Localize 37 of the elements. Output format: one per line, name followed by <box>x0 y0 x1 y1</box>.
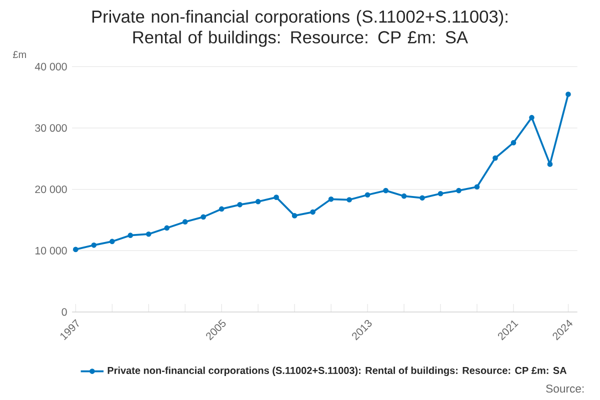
y-axis-title: £m <box>13 50 26 58</box>
point <box>566 92 571 97</box>
point <box>274 194 279 200</box>
point <box>91 242 97 248</box>
point <box>182 219 188 225</box>
y-tick-label: 0 <box>62 308 67 316</box>
source-note: Source: <box>546 384 584 393</box>
point <box>200 214 206 220</box>
point <box>456 188 462 194</box>
y-tick-label: 40 000 <box>34 62 67 70</box>
y-tick-label: 20 000 <box>35 186 67 194</box>
point <box>529 114 534 120</box>
point <box>364 192 370 198</box>
point <box>401 193 407 199</box>
point <box>510 140 516 146</box>
point <box>310 209 316 215</box>
point <box>218 206 224 212</box>
point <box>146 231 152 237</box>
point <box>255 198 261 204</box>
point <box>547 162 553 167</box>
point <box>72 246 78 252</box>
y-tick-label: 30 000 <box>35 124 67 132</box>
point <box>438 190 444 196</box>
y-tick-label: 10 000 <box>35 246 67 254</box>
legend-label: Private non-financial corporations (S.11002+S.11003): Rental of buildings: Resource: CP £m: SA <box>108 366 567 376</box>
point <box>346 197 352 202</box>
point <box>492 155 498 161</box>
point <box>292 213 298 218</box>
point <box>164 225 170 231</box>
point <box>383 188 388 194</box>
point <box>109 238 115 244</box>
point <box>420 195 425 201</box>
point <box>474 184 480 190</box>
point <box>237 202 243 208</box>
chart-title: Private non-financial corporations (S.11002+S.11003): Rental of buildings: Resource: CP £m: SA <box>92 10 508 47</box>
point <box>328 196 334 202</box>
point <box>128 232 134 238</box>
